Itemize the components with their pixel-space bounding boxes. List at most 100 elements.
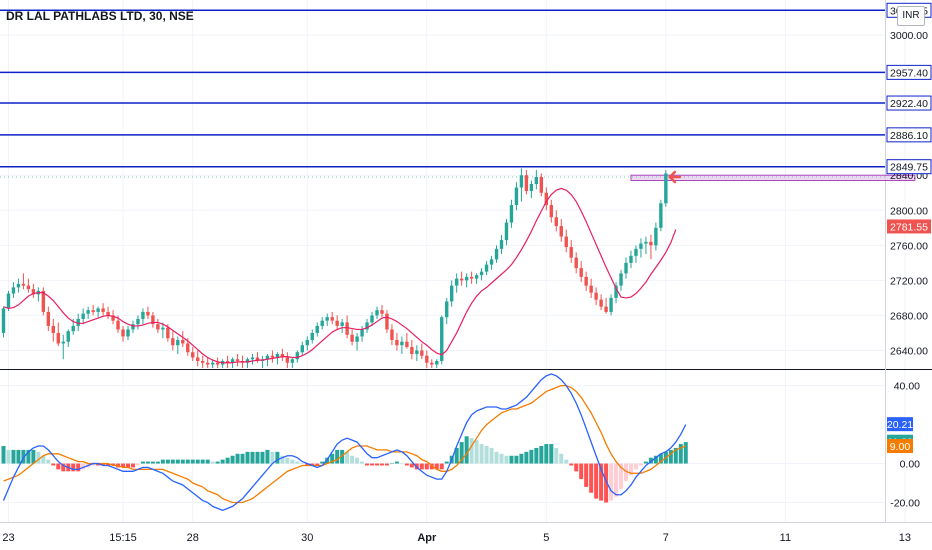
candle-body (549, 205, 553, 218)
macd-histogram-bar (394, 461, 399, 464)
candle-body (141, 311, 145, 319)
macd-histogram-bar (310, 463, 315, 466)
macd-histogram-bar (315, 463, 320, 466)
macd-histogram-bar (424, 463, 429, 470)
macd-histogram-bar (330, 453, 335, 464)
candle-body (26, 285, 31, 290)
macd-histogram-bar (594, 463, 599, 499)
candle-body (519, 175, 524, 188)
symbol-title: DR LAL PATHLABS LTD, 30, NSE (6, 9, 194, 23)
candle-body (16, 283, 21, 288)
macd-histogram-bar (539, 446, 544, 464)
time-axis-tick-label: 7 (663, 532, 669, 544)
candle-body (415, 350, 419, 354)
macd-histogram-bar (484, 446, 489, 464)
candle-body (614, 285, 618, 298)
candle-body (196, 357, 200, 361)
macd-histogram-bar (320, 461, 325, 464)
macd-value-box (887, 439, 913, 453)
macd-histogram-bar (285, 457, 290, 464)
candle-body (599, 299, 603, 307)
macd-histogram-bar (599, 463, 604, 501)
macd-histogram-bar (225, 457, 230, 464)
candle-body (176, 339, 180, 346)
macd-histogram-bar (31, 449, 36, 464)
macd-histogram-bar (459, 442, 464, 464)
macd-histogram-bar (76, 463, 81, 472)
macd-histogram-bar (584, 463, 589, 487)
macd-histogram-bar (554, 447, 559, 464)
macd-histogram-bar (1, 446, 6, 464)
macd-histogram-bar (628, 463, 633, 476)
time-axis-tick-label: Apr (417, 532, 437, 544)
candle-body (106, 311, 110, 316)
candle-body (96, 308, 100, 312)
macd-histogram-bar (96, 463, 101, 466)
macd-histogram-bar (210, 461, 215, 464)
macd-histogram-bar (624, 463, 628, 482)
candle-body (146, 311, 150, 316)
macd-histogram-bar (230, 455, 235, 464)
candle-body (11, 287, 16, 294)
candle-body (469, 276, 474, 279)
candle-body (634, 248, 638, 256)
macd-histogram-bar (360, 461, 365, 464)
macd-histogram-bar (126, 463, 130, 468)
macd-histogram-bar (41, 455, 46, 464)
level-label: 2886.10 (890, 130, 928, 142)
macd-histogram-bar (409, 463, 414, 468)
candle-body (161, 327, 165, 330)
candle-body (639, 243, 643, 249)
macd-histogram-bar (150, 461, 155, 464)
candle-body (509, 205, 514, 223)
currency-badge[interactable]: INR (897, 6, 925, 26)
time-axis-tick-label: 28 (187, 532, 199, 544)
candle-body (360, 329, 364, 337)
candle-body (300, 345, 304, 353)
macd-histogram-bar (180, 459, 185, 464)
candle-body (479, 271, 484, 276)
macd-histogram-bar (255, 451, 260, 464)
macd-histogram-bar (260, 451, 265, 464)
candle-body (245, 359, 250, 363)
macd-histogram-bar (160, 459, 165, 464)
candle-body (609, 297, 613, 312)
candle-body (464, 276, 469, 281)
candle-body (21, 283, 26, 286)
candle-body (425, 355, 429, 363)
candle-body (76, 318, 80, 326)
macd-histogram-bar (389, 463, 394, 465)
candle-body (116, 320, 120, 330)
candle-body (6, 293, 11, 309)
macd-histogram-bar (579, 463, 584, 480)
macd-histogram-bar (365, 463, 370, 466)
macd-histogram-bar (91, 463, 96, 466)
macd-axis-tick-label: 0.00 (900, 459, 921, 471)
macd-histogram-bar (355, 457, 360, 464)
macd-histogram-bar (295, 461, 300, 464)
candle-body (156, 324, 160, 330)
candle-body (430, 362, 434, 365)
candle-body (644, 241, 648, 244)
macd-histogram-bar (399, 463, 404, 465)
macd-histogram-bar (479, 444, 484, 464)
macd-value-box (887, 417, 913, 432)
macd-histogram-bar (245, 451, 250, 464)
macd-histogram-bar (51, 463, 56, 466)
candle-body (285, 357, 290, 363)
macd-histogram-bar (379, 463, 384, 466)
candle-body (91, 310, 95, 312)
macd-histogram-bar (529, 449, 534, 464)
candle-body (629, 255, 633, 263)
macd-histogram-bar (111, 463, 116, 466)
macd-histogram-bar (404, 463, 409, 466)
macd-histogram-bar (350, 455, 355, 464)
macd-histogram-bar (195, 459, 200, 464)
candle-body (61, 341, 65, 344)
candle-body (230, 359, 235, 363)
candle-body (410, 346, 414, 354)
macd-value-label: 9.00 (890, 441, 911, 453)
candle-body (81, 313, 85, 319)
time-axis-tick-label: 11 (780, 532, 791, 544)
